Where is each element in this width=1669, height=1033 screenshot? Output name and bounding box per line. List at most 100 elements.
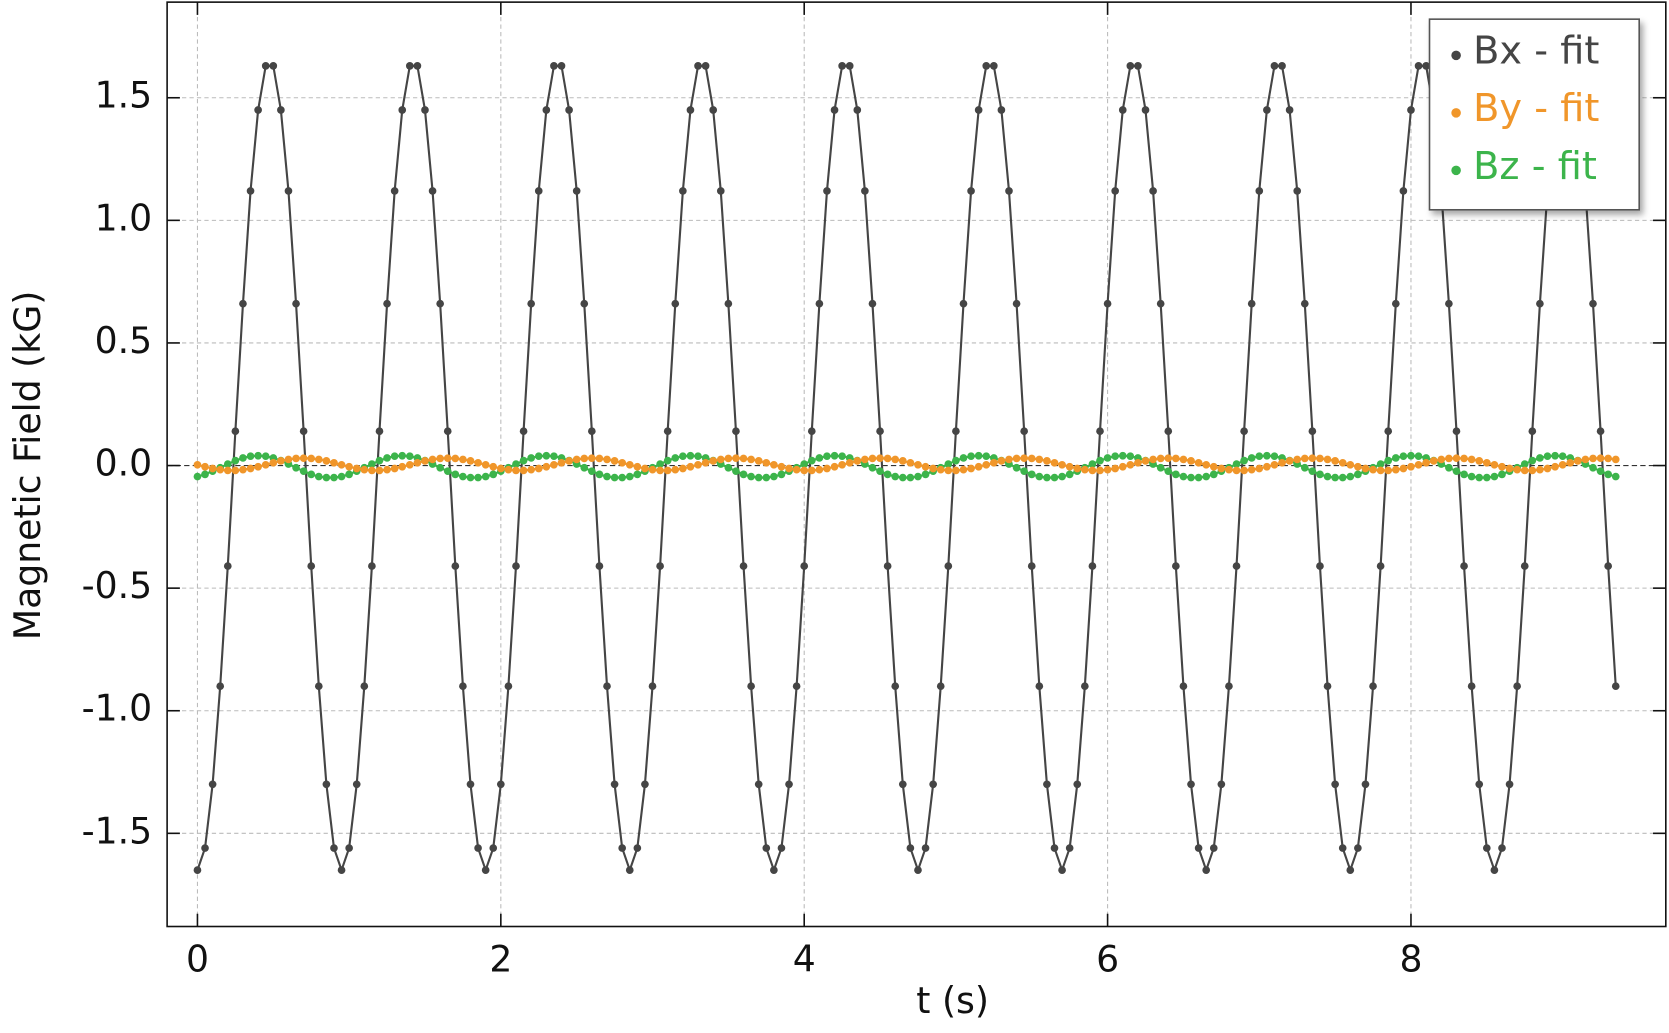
data-point <box>732 454 740 463</box>
data-point <box>246 187 255 195</box>
data-point <box>231 456 240 465</box>
data-point <box>1407 106 1415 114</box>
data-point <box>1164 454 1173 463</box>
data-point <box>891 472 900 481</box>
data-point <box>1361 780 1370 789</box>
data-point <box>1498 844 1506 852</box>
data-point <box>368 460 376 468</box>
data-point <box>1520 460 1529 468</box>
data-point <box>1194 459 1203 467</box>
data-point <box>898 780 907 789</box>
data-point <box>1285 106 1294 114</box>
data-point <box>838 62 846 70</box>
data-point <box>914 866 922 874</box>
data-point <box>1179 682 1188 691</box>
data-point <box>1012 454 1021 463</box>
data-point <box>504 465 513 474</box>
data-point <box>542 451 551 460</box>
data-point <box>413 459 422 467</box>
data-point <box>739 562 748 570</box>
data-point <box>1490 460 1499 469</box>
data-point <box>512 562 520 570</box>
data-point <box>633 470 642 479</box>
data-point <box>815 299 824 308</box>
data-point <box>519 466 528 475</box>
data-point <box>921 844 930 852</box>
data-point <box>868 463 877 472</box>
data-point <box>959 299 968 308</box>
data-point <box>1172 454 1180 463</box>
data-point <box>1391 465 1400 474</box>
x-tick-label: 6 <box>1096 938 1119 981</box>
data-point <box>921 462 930 471</box>
data-point <box>724 454 733 463</box>
data-point <box>1058 472 1066 481</box>
data-point <box>1247 299 1256 308</box>
data-point <box>1316 470 1324 479</box>
data-point <box>1528 427 1537 436</box>
data-point <box>1240 427 1248 436</box>
data-point <box>663 466 672 475</box>
data-point <box>1581 455 1590 464</box>
data-point <box>1209 844 1218 852</box>
data-point <box>1050 844 1059 852</box>
data-point <box>565 106 573 114</box>
data-point <box>762 844 771 852</box>
data-point <box>1445 463 1453 472</box>
data-point <box>747 682 755 691</box>
data-point <box>580 454 589 463</box>
data-point <box>625 866 634 874</box>
data-point <box>823 187 831 195</box>
y-tick-label: -1.5 <box>82 809 153 852</box>
data-point <box>534 464 543 473</box>
data-point <box>1027 470 1036 479</box>
data-point <box>337 460 346 469</box>
data-point <box>1263 462 1271 471</box>
data-point <box>762 473 771 482</box>
data-point <box>807 427 816 436</box>
data-point <box>1354 470 1362 479</box>
data-point <box>512 460 520 468</box>
data-point <box>201 844 209 852</box>
data-point <box>1027 562 1036 570</box>
data-point <box>610 780 619 789</box>
data-point <box>1611 682 1620 691</box>
data-point <box>277 106 285 114</box>
data-point <box>785 464 793 473</box>
data-point <box>1134 459 1142 467</box>
data-point <box>1528 466 1537 475</box>
data-point <box>648 465 657 474</box>
data-point <box>1065 470 1074 479</box>
data-point <box>1467 455 1476 464</box>
data-point <box>527 299 535 308</box>
data-point <box>580 463 589 472</box>
data-point <box>436 463 444 472</box>
data-point <box>1050 459 1059 467</box>
data-point <box>1460 454 1468 463</box>
data-point <box>1043 473 1051 482</box>
data-point <box>1111 464 1120 473</box>
data-point <box>201 470 209 479</box>
data-point <box>709 106 718 114</box>
data-point <box>421 106 429 114</box>
data-point <box>1414 460 1423 469</box>
data-point <box>1118 451 1127 460</box>
data-point <box>967 452 975 461</box>
data-point <box>1399 452 1408 461</box>
data-point <box>1096 456 1104 465</box>
data-point <box>1513 682 1521 691</box>
data-point <box>193 472 202 481</box>
data-point <box>261 452 270 461</box>
data-point <box>375 456 384 465</box>
data-point <box>383 299 391 308</box>
data-point <box>1414 452 1423 461</box>
data-point <box>1043 457 1051 465</box>
data-point <box>777 470 786 479</box>
data-point <box>572 455 581 464</box>
data-point <box>1164 467 1173 476</box>
data-point <box>550 62 558 70</box>
data-point <box>785 780 793 789</box>
data-point <box>299 467 308 476</box>
data-point <box>1240 456 1248 465</box>
